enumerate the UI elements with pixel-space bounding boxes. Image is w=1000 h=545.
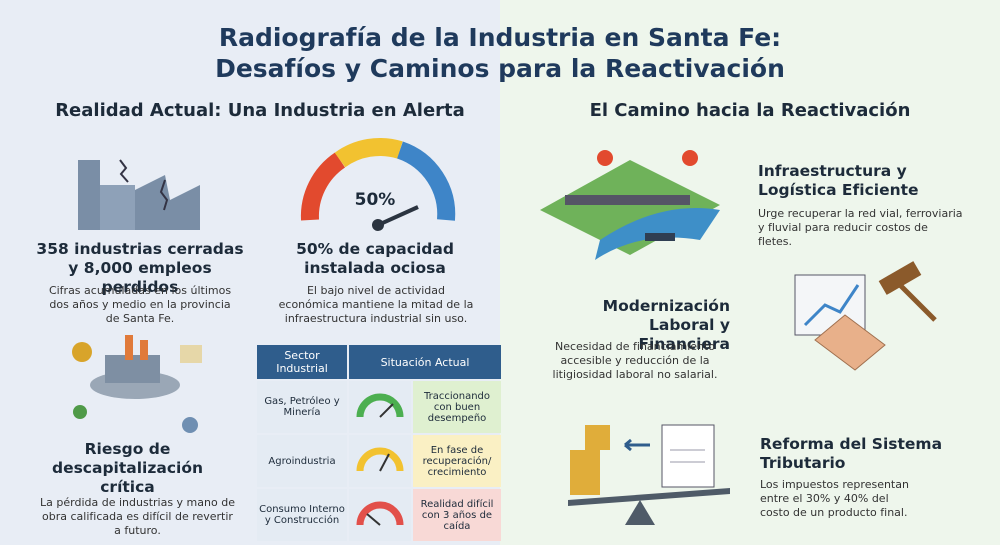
item-title: Modernización Laboral y Financiera [602,297,730,353]
sector-table: Sector Industrial Situación Actual Gas, P… [255,343,503,543]
title: Radiografía de la Industria en Santa Fe:… [0,22,1000,84]
item-title: Reforma del Sistema Tributario [760,435,943,472]
gauge-label: 50% [355,190,396,210]
logistics-icon [540,150,720,260]
gauge-text: 50% [355,190,396,210]
title-line: Desafíos y Caminos para la Reactivación [215,54,785,83]
factory-icon [78,159,200,230]
sector: Gas, Petróleo y Minería [257,381,347,433]
item-text: Los impuestos representan entre el 30% y… [760,478,909,519]
item-text: Urge recuperar la red vial, ferroviaria … [758,207,963,248]
card-text: La pérdida de industrias y mano de obra … [40,496,235,537]
handshake-icon [794,261,937,371]
status: En fase de recuperación/ crecimiento [413,435,501,487]
card-text: Cifras acumuladas en los últimos dos año… [48,284,232,325]
left-heading: Realidad Actual: Una Industria en Alerta [55,100,465,121]
table-header: Sector Industrial [257,345,347,379]
title-line: Radiografía de la Industria en Santa Fe: [218,23,782,52]
status: Realidad difícil con 3 años de caída [413,489,501,541]
sector: Consumo Interno y Construcción [257,489,347,541]
sector: Agroindustria [257,435,347,487]
item-text: Necesidad de financiamiento accesible y … [552,340,718,381]
gauge-icon [300,138,456,231]
gauge [349,381,411,433]
tax-icon [568,424,730,525]
gauge [349,489,411,541]
table-header: Situación Actual [349,345,501,379]
card-title: Riesgo de descapitalización crítica [51,440,204,496]
status: Traccionando con buen desempeño [413,381,501,433]
card-text: El bajo nivel de actividad económica man… [278,284,474,325]
card-title: 358 industrias cerradas y 8,000 empleos … [36,240,244,296]
item-title: Infraestructura y Logística Eficiente [758,162,919,199]
right-heading: El Camino hacia la Reactivación [589,100,911,121]
risk-icon [72,335,202,433]
card-title: 50% de capacidad instalada ociosa [296,240,454,277]
gauge [349,435,411,487]
